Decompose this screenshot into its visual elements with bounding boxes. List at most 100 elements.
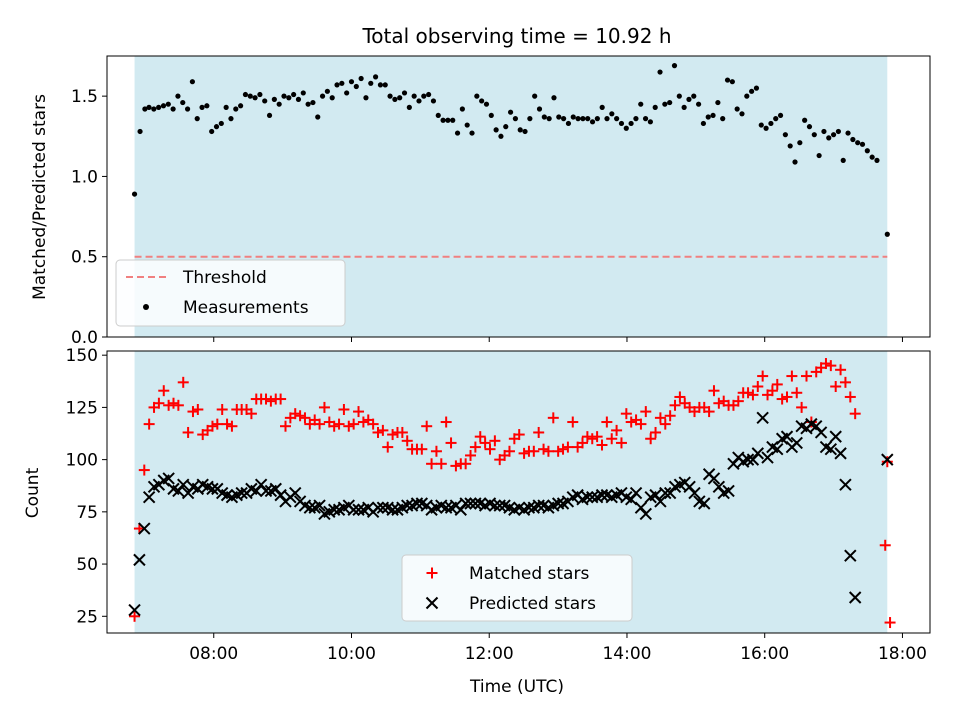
cross-stroke [814,426,828,439]
measurement-point [262,98,268,104]
measurement-point [744,93,750,99]
cross-stroke [425,596,439,610]
measurement-point [599,104,605,110]
matched-point [465,449,477,461]
cross-stroke [698,497,711,510]
bottom-x-tick-label: 16:00 [740,644,789,664]
measurement-point [435,112,441,119]
cross-stroke [245,482,258,496]
matched-point [518,447,530,459]
legend-matched-swatch [426,567,438,579]
top-y-ticks: 0.0 0.5 1.0 1.5 [71,87,107,348]
cross-stroke [522,501,536,514]
matched-point [562,441,574,453]
predicted-point [177,478,190,491]
measurement-point [363,95,369,101]
measurement-point [662,101,668,107]
matched-point [830,381,842,393]
matched-point [279,420,291,432]
predicted-point [133,553,146,567]
predicted-point [206,482,219,496]
matched-point [776,393,788,405]
cross-stroke [376,501,390,514]
measurement-point [642,116,649,122]
bottom-x-tick-label: 12:00 [465,644,514,664]
cross-stroke [415,497,429,510]
predicted-point [376,501,390,514]
cross-stroke [410,497,424,510]
top-plot-frame [106,55,931,338]
cross-stroke [532,499,545,512]
matched-point [513,429,525,441]
predicted-point [881,453,894,466]
measurement-point [430,98,437,104]
predicted-point [824,442,838,456]
matched-point [606,433,618,445]
measurement-point [816,152,822,159]
measurement-point [276,101,282,107]
measurement-point [826,135,832,141]
measurement-point [238,103,244,109]
cross-stroke [839,478,852,491]
measurement-point [271,96,277,102]
predicted-point [659,486,672,500]
measurement-point [720,116,726,122]
cross-stroke [303,501,317,514]
measurement-point [189,79,195,85]
matched-point [596,439,608,451]
measurement-point [835,128,842,135]
predicted-point [327,503,341,516]
predicted-point [142,491,156,504]
cross-stroke [741,453,755,466]
measurement-point [585,116,591,122]
cross-stroke [347,503,360,516]
measurement-point [541,114,547,120]
predicted-point [722,484,735,498]
matched-point [538,443,550,455]
measurement-point [652,104,658,110]
matched-point [163,399,175,411]
cross-stroke [810,419,823,433]
matched-point [416,443,428,455]
matched-point [791,387,803,399]
predicted-point [688,486,701,500]
matched-point [615,437,627,449]
measurement-point [845,130,851,136]
top-legend-box [115,259,346,327]
measurement-point [517,127,523,133]
measurement-point [286,95,292,101]
measurement-point [218,120,224,127]
measurement-point [647,119,653,125]
measurement-point [561,116,567,122]
measurements-points [131,63,890,237]
measurement-point [700,120,707,127]
cross-stroke [595,488,609,502]
matched-point [426,458,438,470]
measurement-point [498,133,504,139]
matched-point [187,406,199,418]
cross-stroke [844,549,857,562]
matched-point [703,406,715,418]
measurement-point [397,95,403,101]
matched-point [382,441,394,453]
measurement-point [792,159,798,165]
matched-point [503,445,515,457]
measurement-point [137,128,143,135]
matched-point [177,376,189,388]
matched-point [747,389,759,401]
measurement-point [411,93,417,99]
predicted-point [586,491,599,504]
measurement-point [855,140,861,146]
cross-stroke [639,507,653,521]
predicted-point [459,497,472,510]
measurement-point [204,103,210,109]
cross-stroke [186,480,200,493]
matched-point [825,360,837,372]
bottom-panel: 25 50 75 100 125 150 08:00 10:00 12:00 14:00 16:0… [23,346,931,697]
measurement-point [151,106,157,112]
matched-point [577,437,589,449]
matched-point [377,424,389,436]
matched-point [786,370,798,382]
predicted-point [469,497,482,510]
measurement-point [570,114,576,120]
